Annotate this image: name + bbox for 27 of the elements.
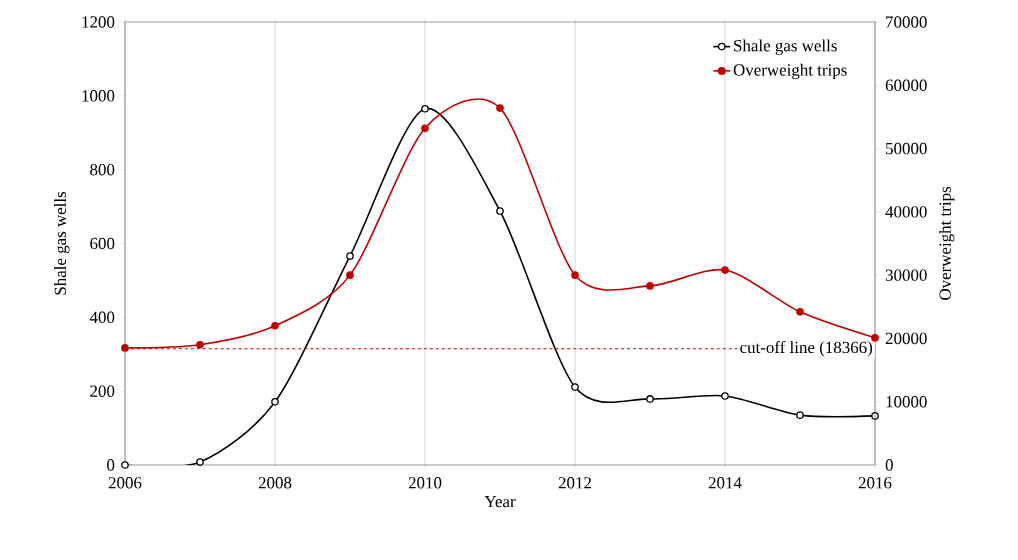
y2-tick-label: 10000 bbox=[886, 396, 927, 408]
y2-tick-label: 0 bbox=[885, 459, 893, 471]
y2-tick-label: 60000 bbox=[885, 79, 927, 91]
y-tick-label: 1000 bbox=[82, 90, 115, 102]
x-tick-label: 2012 bbox=[558, 477, 592, 489]
y2-tick-label: 20000 bbox=[885, 332, 927, 345]
y2-tick-label: 50000 bbox=[886, 142, 927, 155]
y-tick-label: 200 bbox=[90, 385, 115, 397]
y-tick-label: 400 bbox=[89, 311, 115, 324]
y2-tick-label: 70000 bbox=[886, 16, 927, 28]
legend-label: Shale gas wells bbox=[734, 39, 837, 55]
ref-line-label: cut-off line (18366) bbox=[740, 341, 873, 357]
x-axis-title: Year bbox=[484, 496, 516, 508]
y-tick-label: 800 bbox=[90, 163, 115, 176]
y-tick-label: 1200 bbox=[82, 16, 115, 28]
x-tick-label: 2014 bbox=[708, 477, 742, 489]
x-tick-label: 2006 bbox=[108, 477, 142, 489]
y-tick-label: 600 bbox=[90, 237, 115, 250]
y2-tick-label: 40000 bbox=[885, 206, 927, 218]
y-axis-title: Shale gas wells bbox=[54, 191, 70, 295]
x-tick-label: 2016 bbox=[858, 477, 892, 489]
y-tick-label: 0 bbox=[107, 459, 115, 471]
y2-tick-label: 30000 bbox=[885, 269, 927, 281]
legend-label: Overweight trips bbox=[733, 63, 847, 80]
x-tick-label: 2010 bbox=[408, 477, 442, 489]
x-tick-label: 2008 bbox=[258, 477, 292, 489]
y2-axis-title: Overweight trips bbox=[938, 186, 955, 300]
